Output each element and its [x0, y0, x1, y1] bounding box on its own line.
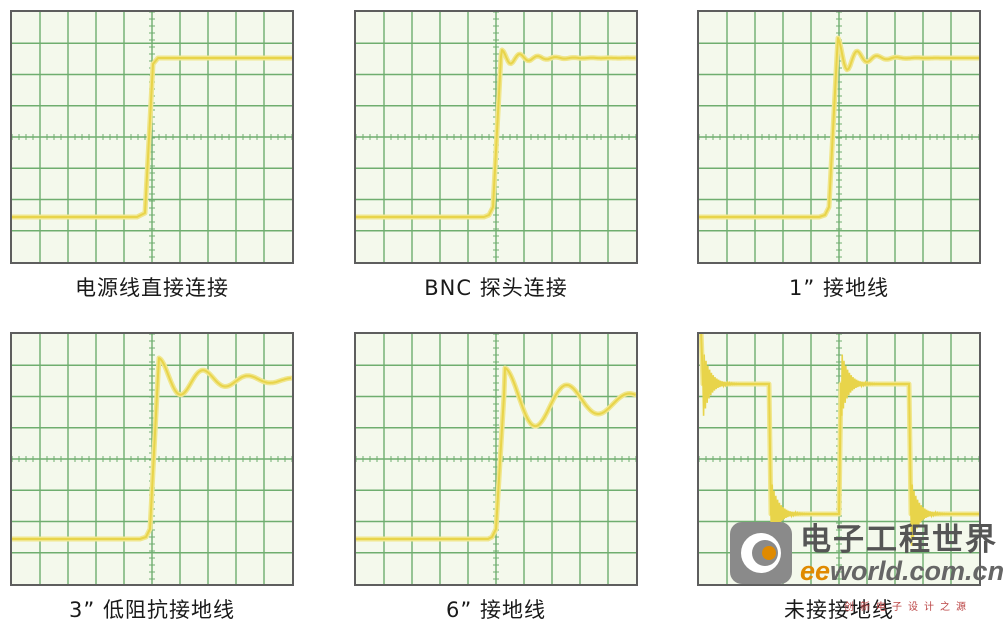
oscilloscope-screen — [354, 10, 638, 264]
panel-caption: 未接接地线 — [784, 598, 894, 622]
watermark-url: eeworld.com.cn — [800, 556, 1004, 587]
panel-caption: 电源线直接连接 — [75, 276, 229, 300]
eeworld-watermark: 电子工程世界 eeworld.com.cn 创新电子设计之源 — [724, 514, 1004, 614]
panel-1in-ground: 1” 接地线 — [697, 10, 989, 302]
oscilloscope-screen — [697, 10, 981, 264]
oscilloscope-screen — [354, 332, 638, 586]
eeworld-logo-icon — [730, 522, 792, 584]
watermark-url-ee: ee — [800, 556, 831, 586]
panel-bnc-probe: BNC 探头连接 — [354, 10, 646, 302]
panel-3in-ground: 3” 低阻抗接地线 — [10, 332, 302, 624]
watermark-chinese-name: 电子工程世界 — [800, 522, 998, 558]
panel-caption: 6” 接地线 — [446, 598, 546, 622]
oscilloscope-screen — [10, 332, 294, 586]
panel-power-line: 电源线直接连接 — [10, 10, 302, 302]
panel-6in-ground: 6” 接地线 — [354, 332, 646, 624]
panel-caption: 1” 接地线 — [789, 276, 889, 300]
panel-caption: BNC 探头连接 — [424, 276, 568, 300]
watermark-slogan: 创新电子设计之源 — [844, 602, 972, 613]
watermark-url-rest: world.com.cn — [830, 556, 1005, 586]
panel-caption: 3” 低阻抗接地线 — [69, 598, 235, 622]
oscilloscope-screen — [10, 10, 294, 264]
